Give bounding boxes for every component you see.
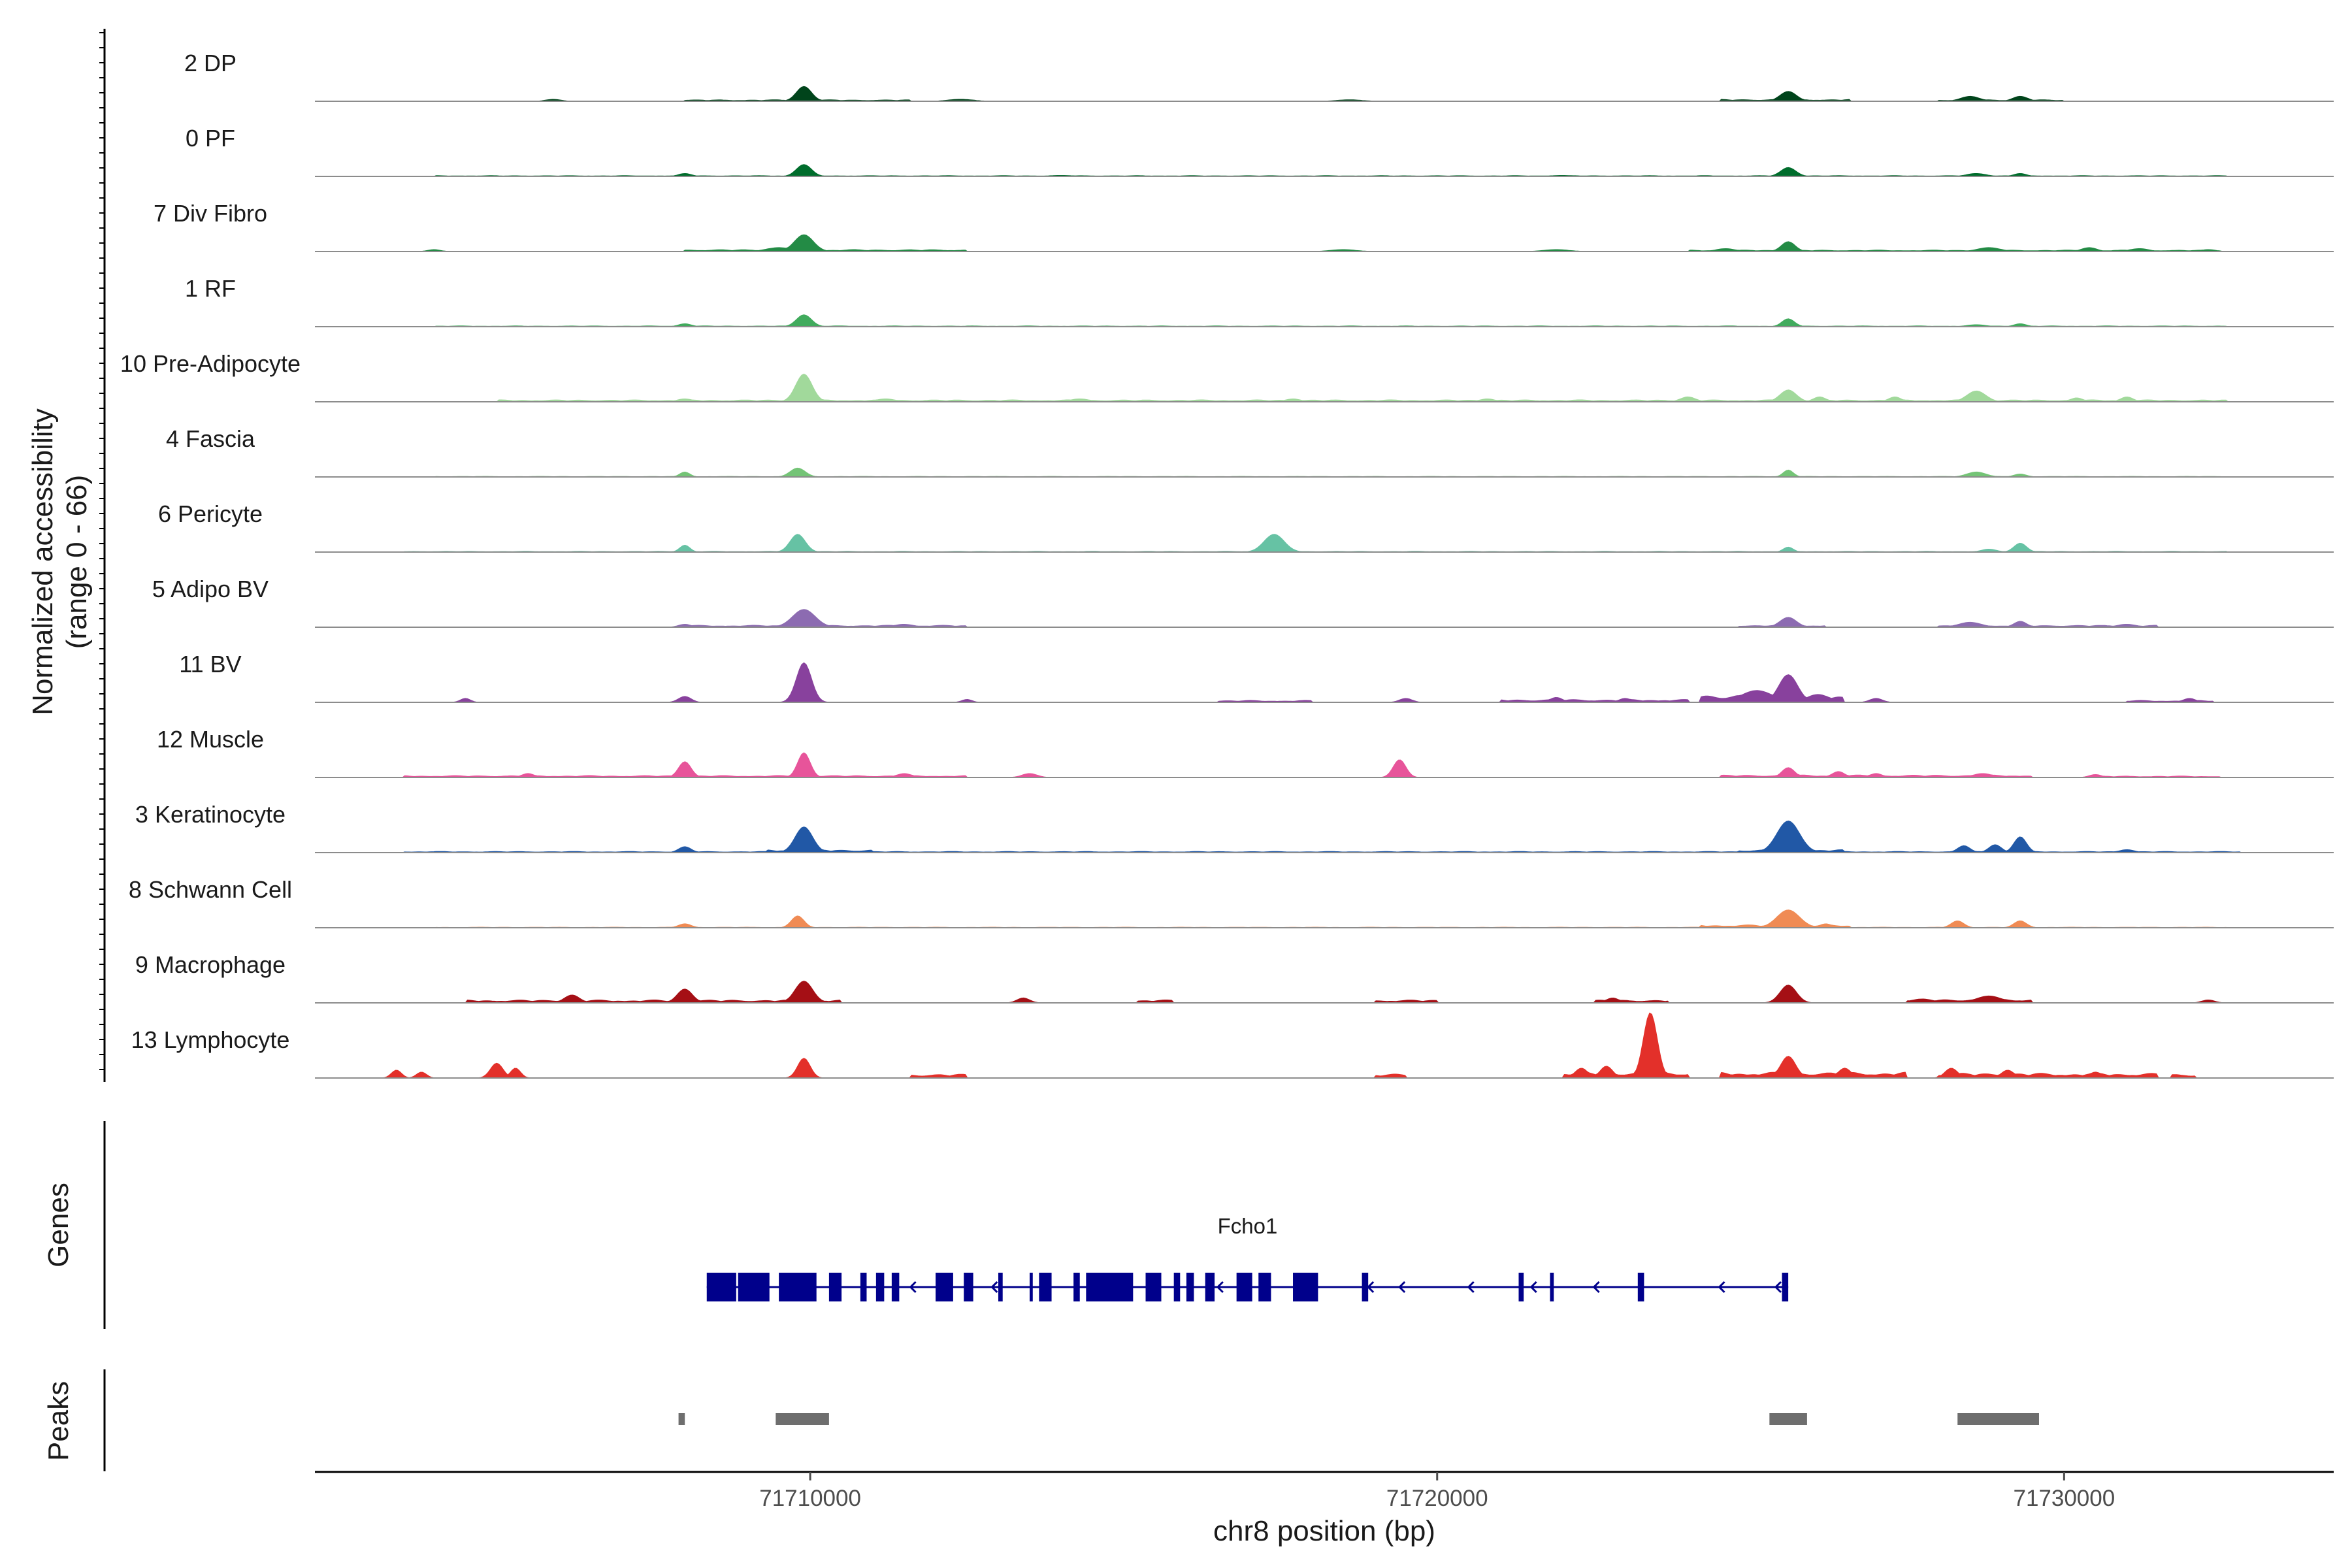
coverage-area [315, 662, 2334, 703]
gene-exon [936, 1273, 953, 1301]
track-0: 2 DP [184, 50, 2334, 102]
strand-arrow [752, 1281, 760, 1294]
gene-exon [1782, 1273, 1789, 1301]
coverage-area [315, 1012, 2334, 1079]
gene-name: Fcho1 [1218, 1214, 1278, 1238]
peak-region [1957, 1413, 2039, 1425]
strand-arrow [1216, 1281, 1224, 1294]
strand-arrow [1367, 1281, 1375, 1294]
track-7: 5 Adipo BV [152, 576, 2334, 628]
genes-panel-label: Genes [42, 1183, 74, 1267]
x-axis-title: chr8 position (bp) [1213, 1515, 1435, 1547]
track-6: 6 Pericyte [158, 500, 2334, 553]
gene-exon [1258, 1273, 1271, 1301]
track-label: 12 Muscle [157, 726, 264, 753]
coverage-area [315, 86, 2334, 102]
track-4: 10 Pre-Adipocyte [120, 350, 2334, 402]
coverage-area [315, 374, 2334, 402]
gene-exon [891, 1273, 900, 1301]
track-12: 9 Macrophage [135, 951, 2334, 1004]
gene-exon [1173, 1273, 1181, 1301]
coverage-area [315, 981, 2334, 1004]
gene-exon [1029, 1273, 1033, 1301]
track-3: 1 RF [185, 275, 2334, 327]
coverage-area [315, 164, 2334, 177]
gene-exon [964, 1273, 973, 1301]
track-label: 11 BV [179, 651, 241, 678]
track-11: 8 Schwann Cell [129, 876, 2334, 928]
strand-arrow [990, 1281, 998, 1294]
x-tick-label: 71720000 [1386, 1486, 1488, 1511]
x-tick-label: 71710000 [759, 1486, 861, 1511]
track-label: 5 Adipo BV [152, 576, 269, 602]
track-label: 3 Keratinocyte [135, 801, 286, 828]
track-label: 1 RF [185, 275, 236, 302]
gene-exon [1086, 1273, 1134, 1301]
gene-exon [828, 1273, 842, 1301]
coverage-area [315, 534, 2334, 553]
coverage-area [315, 609, 2334, 628]
strand-arrow [1592, 1281, 1600, 1294]
track-label: 0 PF [186, 125, 235, 152]
gene-exon [1073, 1273, 1080, 1301]
track-8: 11 BV [179, 651, 2334, 703]
gene-exon [998, 1273, 1003, 1301]
track-label: 2 DP [184, 50, 237, 76]
peak-region [776, 1413, 829, 1425]
gene-exon [1293, 1273, 1318, 1301]
y-axis-title-line1: Normalized accessibility [27, 408, 59, 715]
y-axis-title-line2: (range 0 - 66) [61, 475, 93, 649]
strand-arrow [1529, 1281, 1537, 1294]
gene-exon [1145, 1273, 1162, 1301]
gene-exon [875, 1273, 885, 1301]
peak-region [678, 1413, 685, 1425]
peaks-track [678, 1413, 2039, 1425]
track-13: 13 Lymphocyte [131, 1012, 2334, 1079]
track-9: 12 Muscle [157, 726, 2334, 778]
peak-region [1769, 1413, 1807, 1425]
track-5: 4 Fascia [166, 425, 2334, 478]
track-2: 7 Div Fibro [154, 200, 2334, 252]
gene-exon [706, 1273, 736, 1301]
coverage-y-axis-ticks [99, 32, 105, 1070]
coverage-area [315, 752, 2334, 778]
coverage-area [315, 820, 2334, 853]
track-label: 10 Pre-Adipocyte [120, 350, 301, 377]
gene-exon [1550, 1273, 1554, 1301]
track-label: 7 Div Fibro [154, 200, 267, 227]
track-label: 4 Fascia [166, 425, 255, 452]
track-label: 9 Macrophage [135, 951, 286, 978]
gene-exon [860, 1273, 867, 1301]
gene-exon [1637, 1273, 1644, 1301]
track-label: 6 Pericyte [158, 500, 263, 527]
strand-arrow [909, 1281, 917, 1294]
coverage-area [315, 467, 2334, 478]
coverage-area [315, 909, 2334, 928]
track-10: 3 Keratinocyte [135, 801, 2334, 853]
gene-exon [1205, 1273, 1215, 1301]
peaks-panel-label: Peaks [42, 1381, 74, 1461]
track-label: 13 Lymphocyte [131, 1026, 290, 1053]
coverage-area [315, 314, 2334, 327]
gene-exon [1039, 1273, 1052, 1301]
gene-exon [1518, 1273, 1524, 1301]
x-tick-label: 71730000 [2013, 1486, 2115, 1511]
strand-arrow [1398, 1281, 1406, 1294]
gene-exon [1186, 1273, 1194, 1301]
strand-arrow [1718, 1281, 1725, 1294]
track-1: 0 PF [186, 125, 2334, 177]
strand-arrow [1467, 1281, 1475, 1294]
strand-arrow [1774, 1281, 1782, 1294]
gene-exon [1362, 1273, 1369, 1301]
coverage-area [315, 234, 2334, 252]
y-axis-title: Normalized accessibility (range 0 - 66) [27, 408, 93, 715]
track-label: 8 Schwann Cell [129, 876, 292, 903]
coverage-tracks: 2 DP 0 PF 7 Div Fibro 1 RF 10 Pre-Adipocyte 4… [120, 50, 2334, 1079]
x-axis-ticks: 71710000 71720000 71730000 [759, 1472, 2115, 1511]
gene-track: Fcho1 [706, 1214, 1789, 1301]
gene-exon [1236, 1273, 1252, 1301]
gene-exon [779, 1273, 817, 1301]
